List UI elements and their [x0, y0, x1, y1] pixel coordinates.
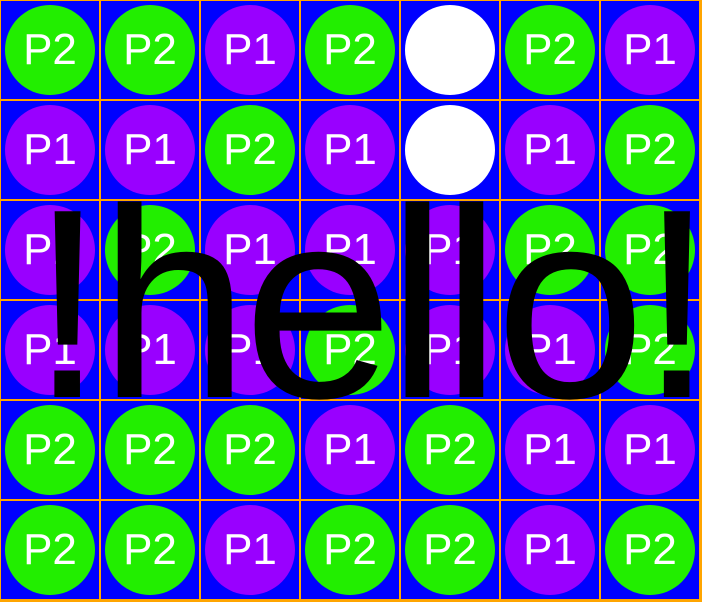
board-cell[interactable]: P2 [401, 401, 499, 499]
board-cell[interactable]: P1 [501, 101, 599, 199]
board-cell[interactable]: P1 [501, 401, 599, 499]
board-cell[interactable]: P2 [101, 401, 199, 499]
board-cell[interactable]: P1 [201, 301, 299, 399]
p1-disc: P1 [205, 5, 295, 95]
p1-disc: P1 [205, 205, 295, 295]
p2-disc: P2 [605, 505, 695, 595]
board-cell[interactable]: P1 [501, 301, 599, 399]
empty-slot [405, 5, 495, 95]
board-cell[interactable]: P1 [401, 301, 499, 399]
p2-disc: P2 [105, 205, 195, 295]
board-cell[interactable]: P1 [1, 301, 99, 399]
board-cell[interactable]: P1 [301, 401, 399, 499]
board-cell[interactable]: P1 [501, 501, 599, 599]
board-cell[interactable]: P2 [101, 201, 199, 299]
p1-disc: P1 [605, 405, 695, 495]
p1-disc: P1 [305, 205, 395, 295]
board-cell[interactable]: P2 [501, 1, 599, 99]
board-cell[interactable]: P2 [1, 401, 99, 499]
p1-disc: P1 [505, 305, 595, 395]
board-cell[interactable] [401, 101, 499, 199]
board-cell[interactable]: P2 [101, 1, 199, 99]
p2-disc: P2 [505, 5, 595, 95]
board-cell[interactable]: P1 [601, 1, 699, 99]
board-cell[interactable]: P1 [201, 201, 299, 299]
board-cell[interactable]: P2 [301, 1, 399, 99]
board-cell[interactable]: P2 [101, 501, 199, 599]
p1-disc: P1 [605, 5, 695, 95]
p2-disc: P2 [605, 205, 695, 295]
p2-disc: P2 [5, 405, 95, 495]
p1-disc: P1 [405, 205, 495, 295]
board-cell[interactable]: P1 [301, 201, 399, 299]
board-cell[interactable]: P1 [101, 301, 199, 399]
p2-disc: P2 [5, 505, 95, 595]
p1-disc: P1 [205, 505, 295, 595]
empty-slot [405, 105, 495, 195]
p1-disc: P1 [105, 305, 195, 395]
board-cell[interactable]: P2 [601, 101, 699, 199]
p1-disc: P1 [105, 105, 195, 195]
p2-disc: P2 [205, 405, 295, 495]
board-cell[interactable]: P2 [601, 301, 699, 399]
board-cell[interactable]: P1 [1, 201, 99, 299]
p2-disc: P2 [205, 105, 295, 195]
p2-disc: P2 [305, 305, 395, 395]
board-cell[interactable]: P2 [601, 201, 699, 299]
p2-disc: P2 [505, 205, 595, 295]
p2-disc: P2 [105, 505, 195, 595]
p2-disc: P2 [105, 5, 195, 95]
p2-disc: P2 [305, 505, 395, 595]
p1-disc: P1 [5, 205, 95, 295]
p2-disc: P2 [405, 405, 495, 495]
board-cell[interactable]: P1 [1, 101, 99, 199]
p2-disc: P2 [5, 5, 95, 95]
board-cell[interactable]: P2 [201, 101, 299, 199]
board-cell[interactable]: P2 [301, 301, 399, 399]
p2-disc: P2 [605, 305, 695, 395]
p1-disc: P1 [305, 105, 395, 195]
p1-disc: P1 [205, 305, 295, 395]
board-cell[interactable]: P2 [1, 1, 99, 99]
board-cell[interactable]: P1 [201, 501, 299, 599]
board-cell[interactable]: P2 [201, 401, 299, 499]
board-cell[interactable]: P1 [101, 101, 199, 199]
p1-disc: P1 [405, 305, 495, 395]
board-cell[interactable]: P2 [401, 501, 499, 599]
board-cell[interactable]: P2 [301, 501, 399, 599]
p1-disc: P1 [305, 405, 395, 495]
board-cell[interactable]: P1 [601, 401, 699, 499]
p1-disc: P1 [505, 505, 595, 595]
p2-disc: P2 [105, 405, 195, 495]
p2-disc: P2 [405, 505, 495, 595]
p2-disc: P2 [305, 5, 395, 95]
p1-disc: P1 [5, 305, 95, 395]
p2-disc: P2 [605, 105, 695, 195]
p1-disc: P1 [5, 105, 95, 195]
board-cell[interactable] [401, 1, 499, 99]
board-cell[interactable]: P2 [501, 201, 599, 299]
p1-disc: P1 [505, 405, 595, 495]
p1-disc: P1 [505, 105, 595, 195]
board-cell[interactable]: P2 [1, 501, 99, 599]
board-cell[interactable]: P2 [601, 501, 699, 599]
board-cell[interactable]: P1 [401, 201, 499, 299]
board-cell[interactable]: P1 [301, 101, 399, 199]
board-cell[interactable]: P1 [201, 1, 299, 99]
